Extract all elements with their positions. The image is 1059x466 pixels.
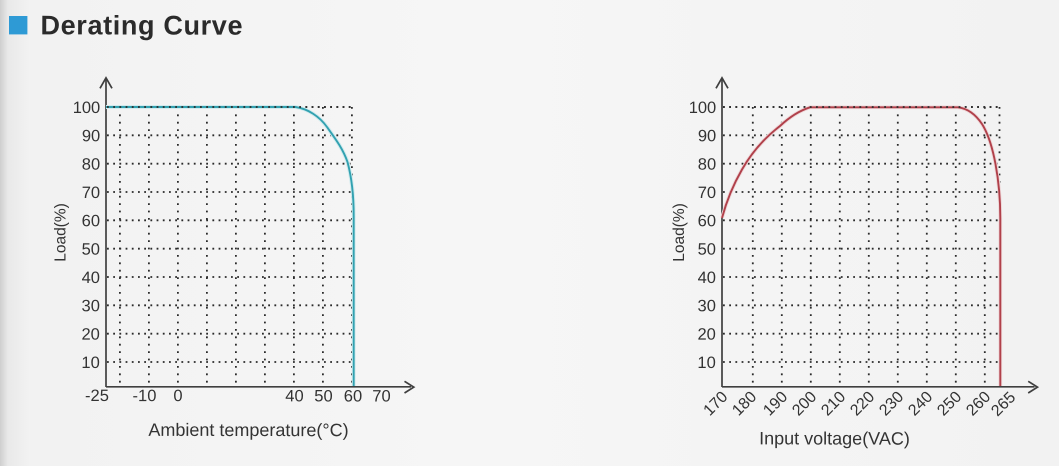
svg-text:30: 30 xyxy=(698,297,716,315)
svg-text:180: 180 xyxy=(729,388,760,419)
svg-text:30: 30 xyxy=(82,297,100,315)
svg-text:200: 200 xyxy=(789,388,820,419)
svg-text:50: 50 xyxy=(698,241,716,259)
svg-text:50: 50 xyxy=(82,241,100,259)
svg-text:-10: -10 xyxy=(133,387,157,405)
svg-text:Input voltage(VAC): Input voltage(VAC) xyxy=(759,428,910,448)
svg-text:20: 20 xyxy=(81,326,99,344)
svg-text:40: 40 xyxy=(285,387,303,405)
svg-text:60: 60 xyxy=(698,212,716,230)
svg-text:265: 265 xyxy=(988,389,1019,420)
svg-text:Load(%): Load(%) xyxy=(671,203,688,262)
svg-text:70: 70 xyxy=(698,184,716,202)
svg-text:90: 90 xyxy=(698,127,716,145)
svg-text:100: 100 xyxy=(73,99,101,117)
svg-text:250: 250 xyxy=(934,388,965,419)
svg-text:170: 170 xyxy=(701,388,732,419)
svg-text:60: 60 xyxy=(82,212,100,230)
svg-text:-25: -25 xyxy=(85,387,109,405)
svg-text:0: 0 xyxy=(173,387,182,405)
svg-text:50: 50 xyxy=(314,387,332,405)
svg-text:Load(%): Load(%) xyxy=(53,203,70,262)
svg-text:10: 10 xyxy=(697,354,715,372)
svg-text:70: 70 xyxy=(82,184,100,202)
svg-text:60: 60 xyxy=(344,387,362,405)
svg-text:20: 20 xyxy=(697,326,715,344)
svg-text:190: 190 xyxy=(760,388,791,419)
svg-text:100: 100 xyxy=(689,99,717,117)
svg-text:220: 220 xyxy=(847,388,878,419)
svg-text:240: 240 xyxy=(905,388,936,419)
svg-text:40: 40 xyxy=(698,269,716,287)
svg-text:80: 80 xyxy=(698,156,716,174)
svg-text:70: 70 xyxy=(372,388,390,406)
svg-text:260: 260 xyxy=(963,388,994,419)
svg-text:210: 210 xyxy=(818,388,849,419)
svg-text:40: 40 xyxy=(82,269,100,287)
svg-text:80: 80 xyxy=(82,156,100,174)
svg-text:10: 10 xyxy=(81,354,99,372)
svg-text:90: 90 xyxy=(82,127,100,145)
svg-text:230: 230 xyxy=(876,388,907,419)
svg-text:Derating Curve: Derating Curve xyxy=(40,10,243,40)
svg-text:Ambient temperature(°C): Ambient temperature(°C) xyxy=(148,420,348,440)
